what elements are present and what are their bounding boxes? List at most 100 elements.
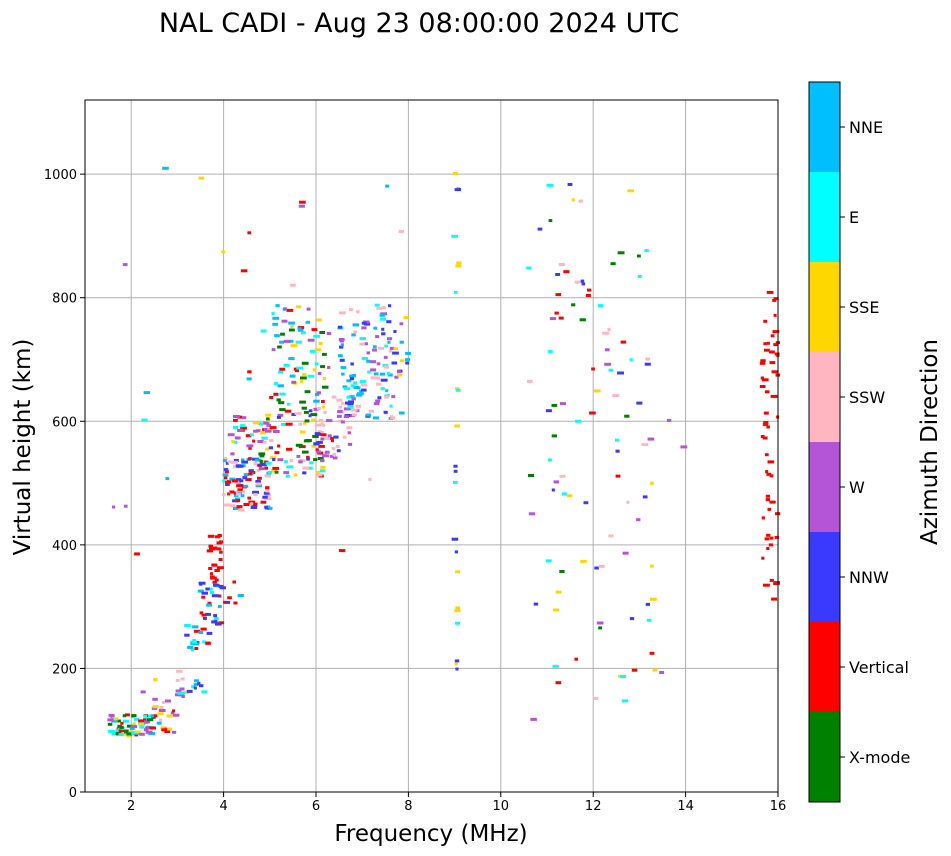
echo-point xyxy=(646,618,652,622)
echo-point xyxy=(224,470,229,474)
echo-point xyxy=(583,501,589,505)
echo-point xyxy=(388,349,393,353)
echo-point xyxy=(279,408,286,412)
echo-point xyxy=(393,347,399,351)
echo-point xyxy=(650,481,654,485)
echo-point xyxy=(766,425,770,429)
echo-point xyxy=(332,456,338,460)
echo-point xyxy=(266,417,270,421)
echo-point xyxy=(323,410,327,414)
echo-point xyxy=(143,728,149,732)
echo-point xyxy=(555,590,562,594)
echo-point xyxy=(396,373,403,377)
echo-point xyxy=(355,404,361,408)
echo-point xyxy=(380,317,386,321)
echo-point xyxy=(338,405,343,409)
echo-point xyxy=(299,379,304,383)
echo-point xyxy=(336,449,341,453)
echo-point xyxy=(302,466,309,470)
echo-point xyxy=(398,411,405,415)
echo-point xyxy=(157,712,164,716)
echo-point xyxy=(589,411,596,415)
echo-point xyxy=(341,402,345,406)
echo-point xyxy=(378,346,385,350)
echo-point xyxy=(120,721,124,725)
echo-point xyxy=(360,383,368,387)
echo-point xyxy=(138,722,145,726)
echo-point xyxy=(560,402,566,406)
echo-point xyxy=(298,204,305,208)
echo-point xyxy=(348,400,354,404)
echo-point xyxy=(645,602,650,606)
echo-point xyxy=(762,583,770,587)
y-tick-label: 1000 xyxy=(44,168,77,183)
echo-point xyxy=(245,478,252,482)
echo-point xyxy=(242,464,246,468)
echo-point xyxy=(559,474,566,478)
echo-point xyxy=(241,458,245,462)
echo-point xyxy=(286,447,293,451)
echo-point xyxy=(594,566,599,570)
echo-point xyxy=(124,730,128,734)
echo-point xyxy=(227,480,231,484)
echo-point xyxy=(313,458,318,462)
echo-point xyxy=(199,611,204,615)
echo-point xyxy=(375,335,380,339)
echo-point xyxy=(146,725,151,729)
data-points xyxy=(107,166,781,738)
echo-point xyxy=(304,419,310,423)
echo-point xyxy=(760,435,765,438)
echo-point xyxy=(200,627,207,631)
echo-point xyxy=(206,631,213,635)
echo-point xyxy=(763,348,770,352)
echo-point xyxy=(615,474,621,478)
echo-point xyxy=(144,720,149,724)
echo-point xyxy=(392,351,399,355)
echo-point xyxy=(153,714,158,718)
echo-point xyxy=(277,444,281,448)
echo-point xyxy=(327,366,331,369)
echo-point xyxy=(271,348,276,352)
x-tick-label: 6 xyxy=(312,799,320,814)
echo-point xyxy=(265,461,272,465)
echo-point xyxy=(247,496,252,500)
echo-point xyxy=(591,367,595,371)
x-axis-ticks: 2 4 6 8 10 12 14 16 xyxy=(127,792,786,814)
echo-point xyxy=(316,318,322,322)
echo-point xyxy=(217,605,222,608)
echo-point xyxy=(129,732,135,736)
echo-point xyxy=(337,409,343,413)
y-tick-label: 600 xyxy=(52,415,77,430)
echo-point xyxy=(165,477,170,481)
echo-point xyxy=(265,474,272,478)
echo-point xyxy=(197,589,204,593)
echo-point xyxy=(373,402,380,406)
echo-point xyxy=(598,564,605,568)
echo-point xyxy=(316,473,323,477)
echo-point xyxy=(214,569,220,572)
echo-point xyxy=(215,622,222,626)
echo-point xyxy=(276,415,281,419)
echo-point xyxy=(580,279,585,283)
echo-point xyxy=(191,648,195,652)
echo-point xyxy=(129,726,135,730)
echo-point xyxy=(330,439,334,443)
echo-point xyxy=(205,587,211,591)
echo-point xyxy=(593,696,599,700)
echo-point xyxy=(760,359,766,363)
echo-point xyxy=(581,282,586,286)
echo-point xyxy=(773,313,777,317)
echo-point xyxy=(376,362,381,366)
echo-point xyxy=(145,730,153,734)
echo-point xyxy=(214,578,219,582)
echo-point xyxy=(552,608,560,612)
echo-point xyxy=(454,188,461,192)
echo-point xyxy=(248,500,256,504)
echo-point xyxy=(260,460,267,464)
echo-point xyxy=(230,452,235,456)
echo-point xyxy=(130,725,138,728)
echo-point xyxy=(361,326,367,330)
echo-point xyxy=(379,313,385,317)
echo-point xyxy=(201,613,207,617)
